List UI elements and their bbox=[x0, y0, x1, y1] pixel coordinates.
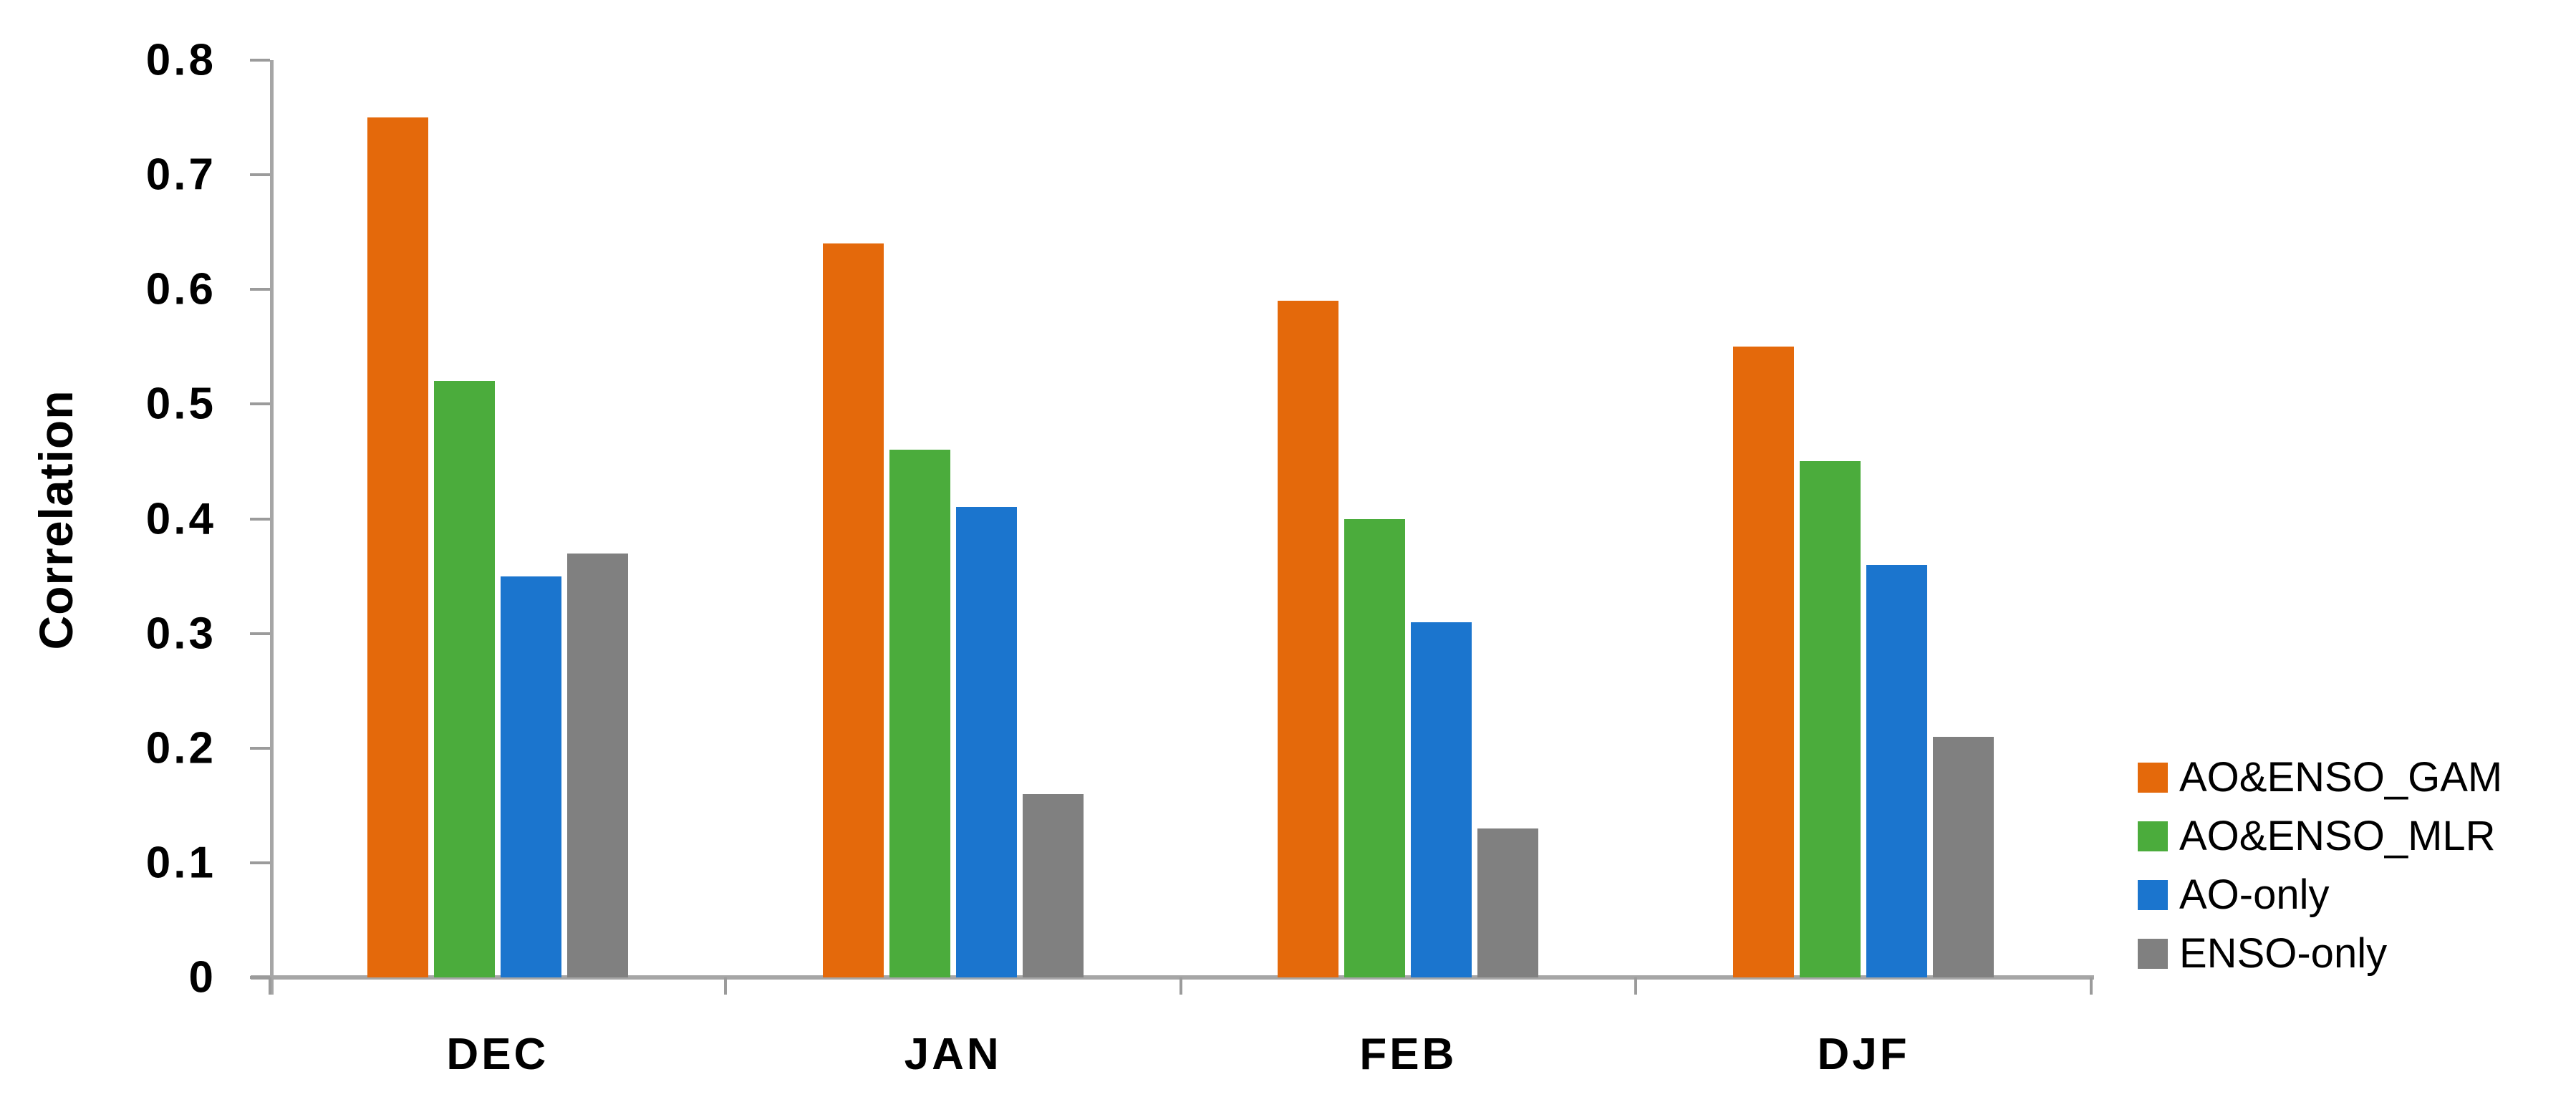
legend-swatch-icon bbox=[2138, 880, 2168, 910]
y-tick-label: 0.2 bbox=[145, 723, 216, 773]
legend-swatch-icon bbox=[2138, 939, 2168, 969]
bar-djf-1 bbox=[1800, 461, 1861, 977]
y-tick-label: 0.5 bbox=[145, 379, 216, 429]
y-tick bbox=[250, 517, 270, 521]
y-tick-label: 0.8 bbox=[145, 35, 216, 85]
bar-feb-2 bbox=[1411, 622, 1472, 977]
bar-feb-1 bbox=[1344, 518, 1406, 977]
y-tick bbox=[250, 976, 270, 979]
y-axis-title: Correlation bbox=[29, 390, 82, 650]
legend-label: AO&ENSO_MLR bbox=[2179, 813, 2496, 859]
y-tick bbox=[250, 746, 270, 750]
x-tick bbox=[269, 977, 271, 995]
bar-djf-2 bbox=[1866, 564, 1928, 977]
y-tick bbox=[250, 632, 270, 635]
legend-item: AO&ENSO_GAM bbox=[2138, 757, 2539, 798]
y-axis-line bbox=[270, 60, 274, 995]
bar-feb-3 bbox=[1477, 828, 1539, 977]
bar-jan-0 bbox=[822, 243, 884, 977]
bar-dec-0 bbox=[367, 117, 428, 977]
y-tick bbox=[250, 861, 270, 864]
y-tick-label: 0.4 bbox=[145, 494, 216, 543]
x-category-label: FEB bbox=[1359, 1030, 1457, 1079]
x-category-label: DEC bbox=[446, 1030, 549, 1079]
legend-label: AO-only bbox=[2179, 871, 2330, 918]
legend-item: AO-only bbox=[2138, 874, 2539, 916]
bar-djf-3 bbox=[1933, 736, 1994, 977]
bar-dec-3 bbox=[566, 553, 628, 977]
x-tick bbox=[1179, 977, 1182, 995]
y-tick-label: 0 bbox=[188, 952, 216, 1002]
bar-dec-2 bbox=[500, 576, 561, 977]
legend-swatch-icon bbox=[2138, 821, 2168, 851]
legend-label: ENSO-only bbox=[2179, 930, 2388, 977]
bar-jan-2 bbox=[955, 507, 1017, 977]
y-tick-label: 0.3 bbox=[145, 609, 216, 659]
x-category-label: JAN bbox=[904, 1030, 1002, 1079]
y-tick-label: 0.7 bbox=[145, 150, 216, 200]
x-tick bbox=[2090, 977, 2093, 995]
bar-jan-3 bbox=[1022, 793, 1084, 977]
y-tick bbox=[250, 402, 270, 406]
bar-djf-0 bbox=[1733, 347, 1795, 977]
bar-feb-0 bbox=[1278, 301, 1339, 977]
x-tick bbox=[723, 977, 727, 995]
legend-item: AO&ENSO_MLR bbox=[2138, 816, 2539, 857]
y-tick-label: 0.6 bbox=[145, 264, 216, 314]
x-axis-line bbox=[251, 975, 2094, 980]
y-tick bbox=[250, 173, 270, 177]
x-category-label: DJF bbox=[1817, 1030, 1910, 1079]
legend-item: ENSO-only bbox=[2138, 933, 2539, 975]
y-tick bbox=[250, 288, 270, 291]
bar-dec-1 bbox=[433, 381, 495, 977]
x-tick bbox=[1634, 977, 1638, 995]
bar-jan-1 bbox=[889, 450, 950, 977]
y-tick bbox=[250, 59, 270, 62]
y-tick-label: 0.1 bbox=[145, 838, 216, 888]
legend-label: AO&ENSO_GAM bbox=[2179, 754, 2503, 801]
legend-swatch-icon bbox=[2138, 763, 2168, 793]
